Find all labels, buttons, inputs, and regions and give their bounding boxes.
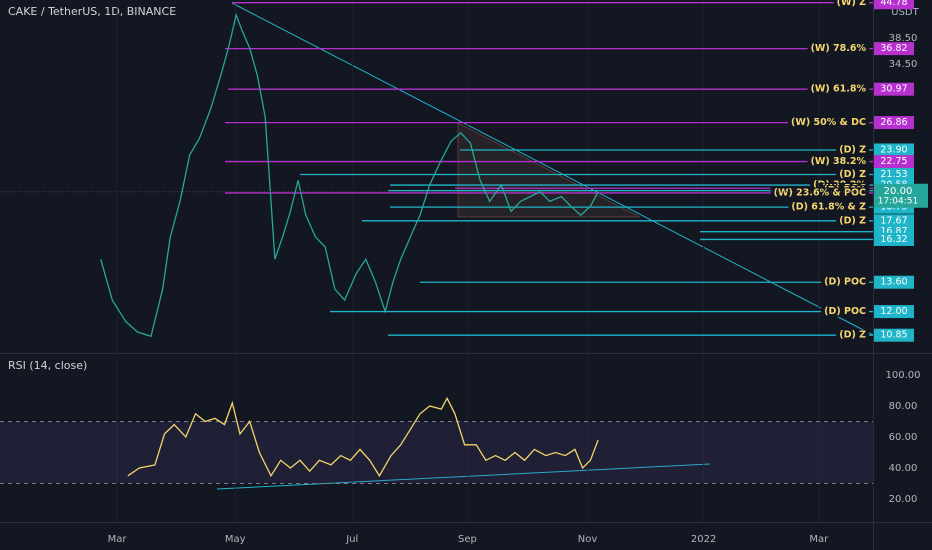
x-tick-label: Mar xyxy=(809,534,829,545)
price-box xyxy=(874,116,914,130)
level-label: (W) Z xyxy=(837,0,866,8)
y-tick-label: 40.00 xyxy=(889,463,918,474)
level-label-bg xyxy=(788,117,870,129)
price-box xyxy=(874,167,914,181)
series-line xyxy=(100,12,599,338)
level-label: (W) 23.6% & POC xyxy=(774,187,866,198)
level-label-bg xyxy=(833,0,870,9)
price-box-label: 44.78 xyxy=(880,0,907,8)
level-label: (D) POC xyxy=(824,306,866,317)
price-box-label: 30.97 xyxy=(880,84,907,95)
series-line xyxy=(127,396,599,478)
level-label: (D) 61.8% & Z xyxy=(791,202,866,213)
x-tick-label: Mar xyxy=(108,534,128,545)
level-label-bg xyxy=(836,144,870,156)
price-box xyxy=(874,214,914,228)
level-label: (W) 38.2% xyxy=(811,156,867,167)
price-box-label: 21.53 xyxy=(880,169,907,180)
price-box-label: 12.00 xyxy=(880,306,907,317)
trendline xyxy=(231,2,874,336)
price-box xyxy=(874,143,914,157)
price-box xyxy=(874,328,914,342)
price-box-label: 13.60 xyxy=(880,277,907,288)
level-label: (W) 61.8% xyxy=(811,84,867,95)
price-box-label: 10.85 xyxy=(880,330,907,341)
x-tick-label: Jul xyxy=(345,534,358,545)
price-box xyxy=(874,82,914,96)
level-label-bg xyxy=(770,187,870,199)
price-box xyxy=(874,0,914,10)
level-label: (D) POC xyxy=(824,277,866,288)
y-tick-label: 100.00 xyxy=(886,370,921,381)
level-label-bg xyxy=(836,329,870,341)
level-label: (W) 78.6% xyxy=(811,43,867,54)
price-box xyxy=(874,42,914,56)
y-tick-label: 80.00 xyxy=(889,401,918,412)
level-label-bg xyxy=(836,215,870,227)
price-box xyxy=(874,305,914,319)
level-label-bg xyxy=(807,156,870,168)
last-price-label: 20.00 xyxy=(884,186,913,197)
y-tick-label: 60.00 xyxy=(889,432,918,443)
x-tick-label: May xyxy=(225,534,246,545)
price-box xyxy=(874,275,914,289)
price-box-label: 16.87 xyxy=(880,226,907,237)
countdown: 17:04:51 xyxy=(878,196,918,206)
level-label: (D) Z xyxy=(839,169,866,180)
price-box-label: 17.67 xyxy=(880,215,907,226)
y-tick-label: 20.00 xyxy=(889,494,918,505)
level-label-bg xyxy=(821,276,870,288)
level-label: (D) Z xyxy=(839,215,866,226)
price-box-label: 23.90 xyxy=(880,144,907,155)
price-box-label: 36.82 xyxy=(880,43,907,54)
currency: USDT xyxy=(891,7,919,18)
price-box xyxy=(874,155,914,169)
last-price-box xyxy=(874,183,928,208)
x-tick-label: Nov xyxy=(578,534,598,545)
x-tick-label: Sep xyxy=(458,534,477,545)
x-tick-label: 2022 xyxy=(691,534,716,545)
rsi-band xyxy=(0,421,873,484)
level-label: (D) Z xyxy=(839,330,866,341)
level-label: (W) 50% & DC xyxy=(791,117,866,128)
y-tick-label: 34.50 xyxy=(889,59,918,70)
price-box-label: 26.86 xyxy=(880,117,907,128)
price-box xyxy=(874,232,914,246)
level-label-bg xyxy=(807,83,870,95)
level-label-bg xyxy=(807,43,870,55)
y-tick-label: 38.50 xyxy=(889,33,918,44)
level-label-bg xyxy=(821,306,870,318)
rsi-trendline xyxy=(216,463,711,490)
level-label: (D) Z xyxy=(839,144,866,155)
chart-title: CAKE / TetherUS, 1D, BINANCE xyxy=(8,5,176,18)
rsi-title: RSI (14, close) xyxy=(8,359,87,372)
level-label-bg xyxy=(788,201,870,213)
price-box-label: 16.32 xyxy=(880,234,907,245)
price-box-label: 22.75 xyxy=(880,156,907,167)
level-label-bg xyxy=(836,168,870,180)
